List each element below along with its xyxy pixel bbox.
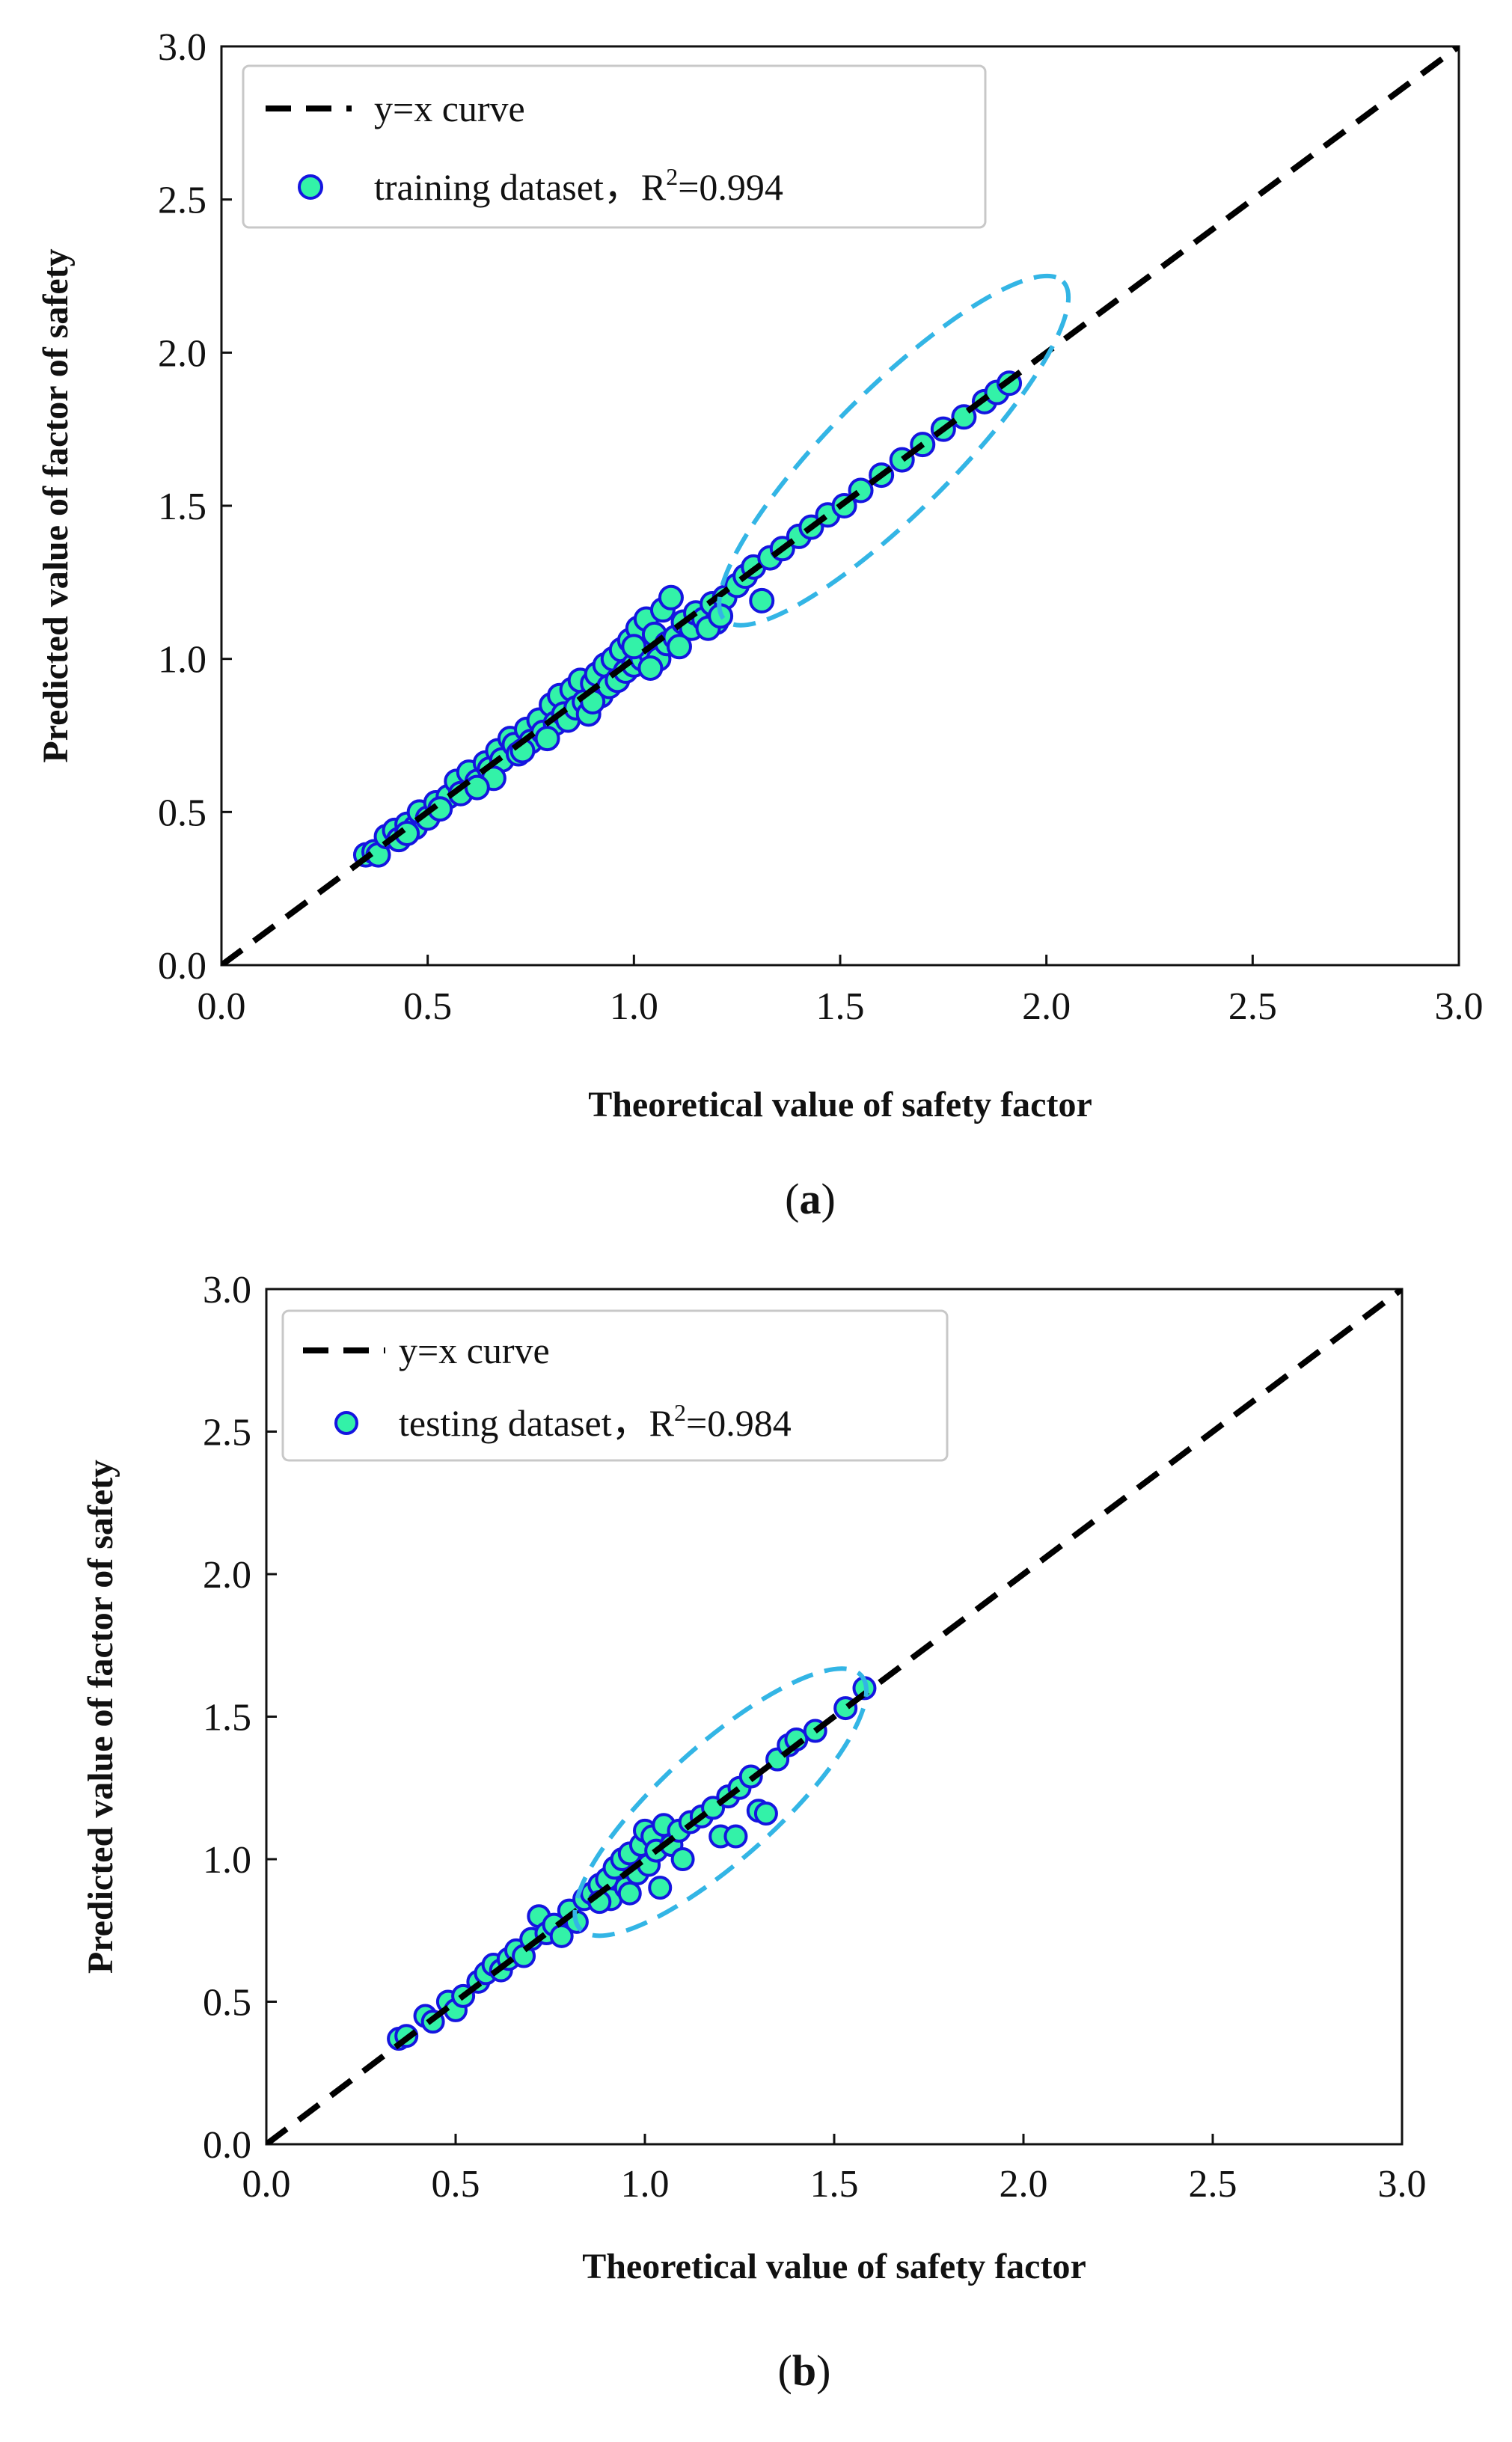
x-tick-label: 2.0	[1022, 985, 1071, 1028]
data-point	[723, 1824, 748, 1849]
x-tick-label: 1.5	[810, 2163, 859, 2206]
y-axis-label: Predicted value of factor of safety	[81, 1460, 120, 1974]
x-tick-label: 3.0	[1435, 985, 1484, 1028]
data-point	[617, 1881, 642, 1906]
legend-line-label: y=x curve	[374, 88, 525, 129]
data-point	[549, 1924, 574, 1948]
x-tick-label: 0.5	[403, 985, 452, 1028]
x-tick-label: 3.0	[1378, 2163, 1427, 2206]
reference-line	[221, 46, 1459, 965]
x-tick-label: 0.0	[242, 2163, 291, 2206]
data-point	[658, 584, 684, 610]
x-axis-label: Theoretical value of safety factor	[588, 1085, 1092, 1124]
x-axis-label: Theoretical value of safety factor	[582, 2247, 1086, 2286]
highlight-ellipse	[572, 1666, 869, 1938]
plot-area	[221, 46, 1459, 965]
y-tick-label: 2.0	[158, 332, 206, 375]
data-point	[464, 774, 490, 801]
data-point	[670, 1847, 695, 1871]
legend: y=x curve testing dataset，R2=0.984	[281, 1309, 949, 1462]
x-tick-label: 2.0	[1000, 2163, 1048, 2206]
panel-label: (a)	[785, 1175, 836, 1223]
x-tick-label: 2.5	[1189, 2163, 1237, 2206]
x-tick-label: 1.0	[621, 2163, 670, 2206]
legend-box	[281, 1309, 949, 1462]
y-tick-label: 0.0	[203, 2124, 251, 2167]
x-tick-label: 0.0	[198, 985, 246, 1028]
x-tick-label: 1.0	[610, 985, 658, 1028]
legend-scatter-label: testing dataset，R2=0.984	[399, 1399, 792, 1444]
x-tick-label: 2.5	[1228, 985, 1277, 1028]
highlight-ellipse	[717, 273, 1071, 628]
y-tick-label: 3.0	[203, 1269, 251, 1312]
y-tick-label: 1.5	[158, 486, 206, 528]
y-tick-label: 0.0	[158, 945, 206, 988]
y-tick-label: 1.0	[203, 1839, 251, 1882]
y-tick-label: 2.5	[158, 180, 206, 222]
y-tick-label: 1.0	[158, 639, 206, 682]
data-point	[753, 1802, 778, 1826]
y-tick-label: 0.5	[203, 1982, 251, 2025]
legend-marker-swatch	[334, 1411, 358, 1435]
data-point	[648, 1876, 673, 1900]
y-tick-label: 1.5	[203, 1697, 251, 1739]
panel-label: (b)	[778, 2346, 831, 2395]
plot-area	[266, 1289, 1402, 2144]
panel-a: 0.0 0.5 1.0 1.5 2.0 2.5 3.0 0.0 0.5 1.0 1.5 2.0 2.5 3…	[36, 26, 1484, 1223]
legend-marker-swatch	[298, 174, 323, 200]
y-tick-label: 3.0	[158, 26, 206, 69]
legend-line-label: y=x curve	[399, 1329, 550, 1371]
y-axis-label: Predicted value of factor of safety	[36, 248, 76, 762]
y-tick-label: 0.5	[158, 792, 206, 834]
data-point	[749, 587, 775, 613]
reference-line	[266, 1289, 1402, 2144]
legend-box	[242, 64, 987, 229]
y-tick-label: 2.0	[203, 1554, 251, 1597]
x-tick-label: 0.5	[432, 2163, 480, 2206]
panel-b: 0.0 0.5 1.0 1.5 2.0 2.5 3.0 0.0 0.5 1.0 1.5 2.0 2.5 3…	[81, 1269, 1427, 2395]
y-tick-label: 2.5	[203, 1412, 251, 1454]
data-point	[637, 655, 664, 681]
data-point	[666, 634, 692, 660]
data-point	[534, 726, 560, 752]
legend: y=x curve training dataset，R2=0.994	[242, 64, 987, 229]
legend-scatter-label: training dataset，R2=0.994	[374, 163, 783, 208]
x-tick-label: 1.5	[816, 985, 865, 1028]
data-point	[621, 634, 647, 660]
